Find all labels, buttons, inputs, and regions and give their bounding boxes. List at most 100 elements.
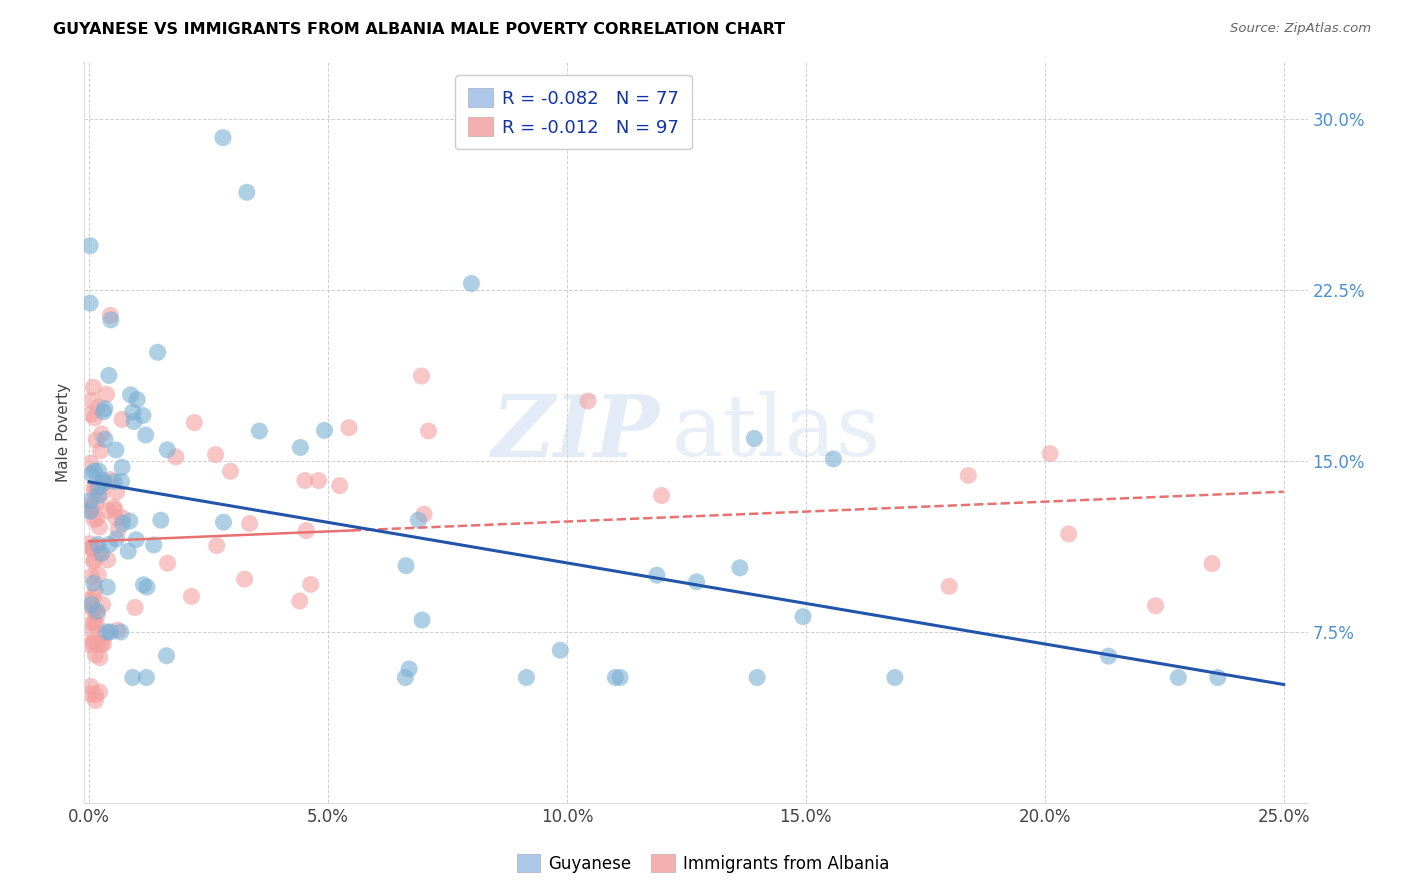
Point [645, 568, 668, 582]
Point [90, 638, 112, 652]
Point [93, 473, 115, 487]
Point [86, 433, 108, 447]
Point [79, 493, 101, 508]
Point [605, 671, 627, 685]
Point [87, 567, 110, 582]
Point [83, 576, 105, 591]
Point [219, 464, 242, 478]
Point [136, 580, 159, 594]
Point [82, 636, 104, 650]
Point [87, 537, 110, 551]
Point [111, 510, 134, 524]
Point [792, 609, 814, 624]
Point [1167, 671, 1189, 685]
Point [93, 637, 115, 651]
Point [79, 503, 101, 517]
Point [609, 671, 631, 685]
Point [80, 467, 103, 481]
Point [93, 475, 115, 490]
Point [86, 483, 108, 497]
Point [247, 424, 270, 438]
Point [111, 516, 134, 531]
Point [87, 480, 110, 494]
Point [96, 387, 118, 401]
Point [107, 523, 129, 537]
Point [1057, 527, 1080, 541]
Text: Source: ZipAtlas.com: Source: ZipAtlas.com [1230, 22, 1371, 36]
Point [84, 648, 107, 662]
Point [86, 607, 108, 622]
Point [79, 536, 101, 550]
Point [156, 442, 179, 457]
Point [87, 464, 110, 478]
Point [938, 579, 960, 593]
Point [80, 541, 103, 555]
Point [823, 451, 845, 466]
Point [212, 515, 235, 529]
Point [82, 603, 104, 617]
Point [83, 479, 105, 493]
Point [83, 483, 105, 498]
Point [411, 613, 433, 627]
Point [93, 476, 115, 491]
Point [80, 598, 103, 612]
Point [155, 648, 177, 663]
Point [204, 448, 226, 462]
Point [576, 394, 599, 409]
Point [87, 547, 110, 561]
Point [118, 514, 141, 528]
Point [79, 593, 101, 607]
Point [84, 583, 107, 598]
Point [117, 544, 139, 558]
Point [79, 456, 101, 470]
Point [83, 554, 105, 568]
Point [745, 671, 768, 685]
Point [288, 594, 311, 608]
Point [132, 409, 155, 423]
Point [87, 400, 110, 414]
Point [121, 405, 143, 419]
Point [111, 412, 134, 426]
Point [86, 511, 108, 525]
Point [80, 569, 103, 583]
Point [883, 671, 905, 685]
Point [132, 578, 155, 592]
Point [80, 393, 103, 408]
Point [1206, 671, 1229, 685]
Point [90, 487, 112, 501]
Point [308, 474, 330, 488]
Point [83, 614, 105, 628]
Point [142, 538, 165, 552]
Point [86, 604, 108, 618]
Point [295, 524, 318, 538]
Point [127, 392, 149, 407]
Point [111, 460, 134, 475]
Point [97, 368, 120, 383]
Point [1039, 447, 1062, 461]
Point [86, 540, 108, 554]
Point [124, 600, 146, 615]
Point [86, 496, 108, 510]
Point [121, 671, 143, 685]
Point [89, 443, 111, 458]
Point [728, 561, 751, 575]
Point [236, 186, 259, 200]
Point [411, 369, 433, 384]
Point [89, 685, 111, 699]
Point [239, 516, 262, 531]
Point [79, 504, 101, 518]
Point [408, 513, 430, 527]
Point [96, 553, 118, 567]
Point [98, 537, 121, 551]
Point [100, 313, 122, 327]
Point [165, 450, 187, 464]
Point [1097, 649, 1119, 664]
Point [87, 489, 110, 503]
Point [515, 671, 537, 685]
Point [105, 484, 128, 499]
Point [212, 130, 235, 145]
Point [685, 574, 707, 589]
Point [90, 427, 112, 442]
Point [135, 428, 157, 442]
Point [83, 464, 105, 478]
